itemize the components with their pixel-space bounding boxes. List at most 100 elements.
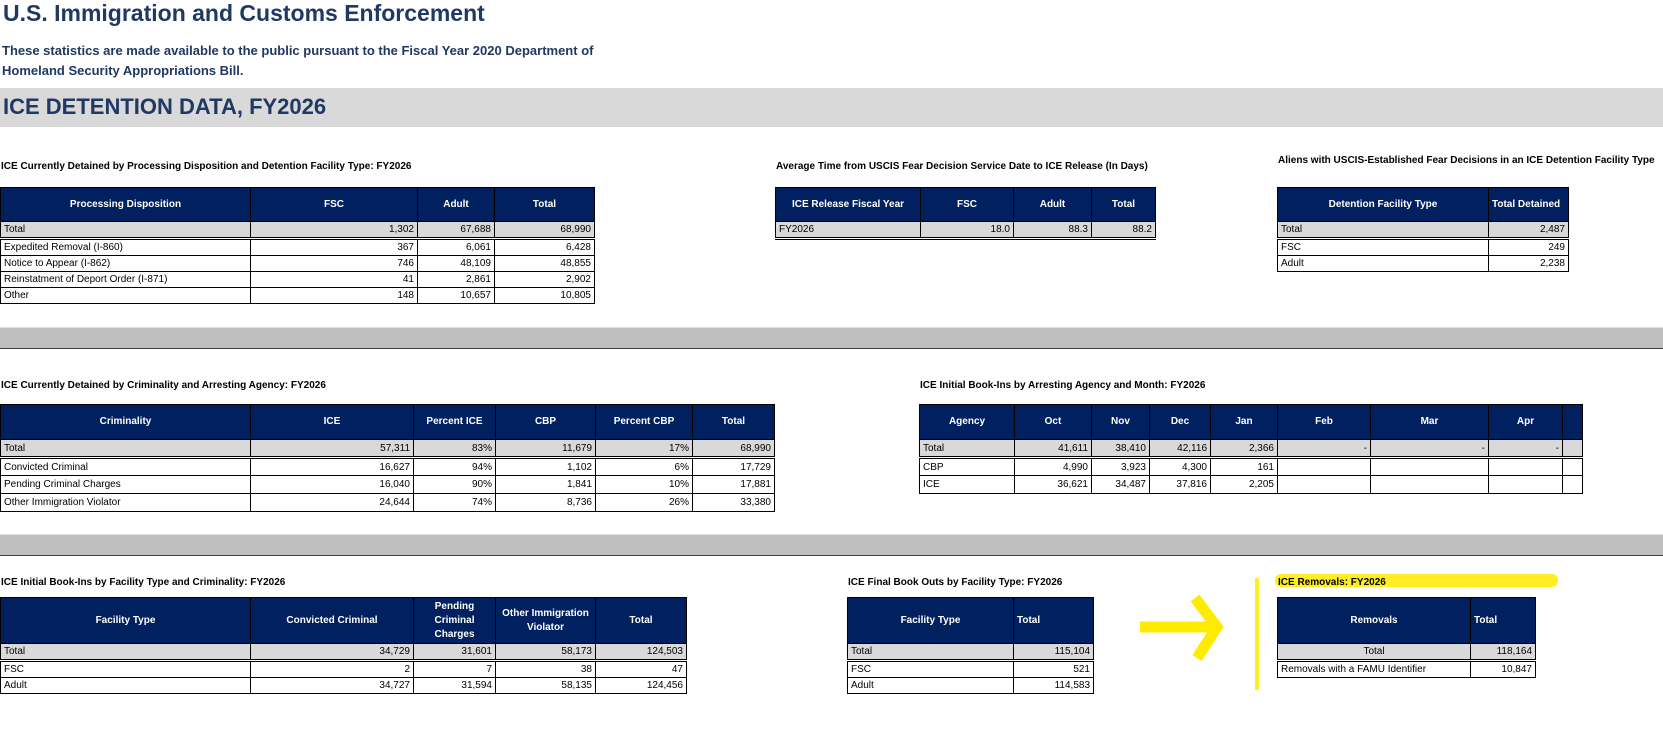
cell-value[interactable] [1277, 475, 1371, 494]
cell-value[interactable] [1562, 439, 1583, 459]
cell-value[interactable] [1562, 457, 1583, 476]
cell-value[interactable]: 124,503 [595, 643, 687, 662]
cell-value[interactable]: 6,061 [417, 238, 495, 256]
row-label[interactable]: FSC [1277, 238, 1489, 256]
cell-value[interactable]: 1,302 [250, 221, 418, 240]
cell-value[interactable] [1370, 475, 1489, 494]
row-label[interactable]: Total [919, 439, 1015, 459]
cell-value[interactable]: 2,861 [417, 271, 495, 288]
cell-value[interactable]: 42,116 [1149, 439, 1211, 459]
cell-value[interactable]: 37,816 [1149, 475, 1211, 494]
row-label[interactable]: Other [0, 287, 251, 304]
cell-value[interactable]: 36,621 [1014, 475, 1092, 494]
row-label[interactable]: Expedited Removal (I-860) [0, 238, 251, 256]
row-label[interactable]: Adult [0, 677, 251, 694]
row-label[interactable]: Convicted Criminal [0, 457, 251, 476]
cell-value[interactable]: 7 [413, 660, 496, 678]
cell-value[interactable]: 38,410 [1091, 439, 1150, 459]
cell-value[interactable]: 8,736 [495, 493, 596, 512]
cell-value[interactable] [1488, 457, 1563, 476]
cell-value[interactable]: 10,805 [494, 287, 595, 304]
cell-value[interactable]: 47 [595, 660, 687, 678]
cell-value[interactable]: 31,594 [413, 677, 496, 694]
cell-value[interactable] [1277, 457, 1371, 476]
cell-value[interactable]: 6% [595, 457, 693, 476]
cell-value[interactable]: 83% [413, 439, 496, 459]
cell-value[interactable]: - [1488, 439, 1563, 459]
row-label[interactable]: Adult [1277, 255, 1489, 272]
cell-value[interactable]: 10% [595, 475, 693, 494]
cell-value[interactable]: 4,300 [1149, 457, 1211, 476]
cell-value[interactable]: 58,173 [495, 643, 596, 662]
row-label[interactable]: Reinstatment of Deport Order (I-871) [0, 271, 251, 288]
row-label[interactable]: Total [1277, 221, 1489, 240]
cell-value[interactable] [1370, 457, 1489, 476]
row-label[interactable]: Pending Criminal Charges [0, 475, 251, 494]
row-label[interactable]: Total [0, 439, 251, 459]
cell-value[interactable]: 1,102 [495, 457, 596, 476]
cell-value[interactable]: 48,855 [494, 255, 595, 272]
row-label[interactable]: Removals with a FAMU Identifier [1277, 660, 1471, 678]
cell-value[interactable]: 11,679 [495, 439, 596, 459]
cell-value[interactable] [1562, 475, 1583, 494]
cell-value[interactable]: 33,380 [692, 493, 775, 512]
cell-value[interactable]: 41,611 [1014, 439, 1092, 459]
cell-value[interactable]: 2,205 [1210, 475, 1278, 494]
row-label[interactable]: FY2026 [775, 221, 921, 240]
row-label[interactable]: CBP [919, 457, 1015, 476]
row-label[interactable]: Other Immigration Violator [0, 493, 251, 512]
cell-value[interactable]: 94% [413, 457, 496, 476]
cell-value[interactable]: 17,881 [692, 475, 775, 494]
cell-value[interactable]: 38 [495, 660, 596, 678]
row-label[interactable]: Total [847, 643, 1014, 662]
cell-value[interactable]: 41 [250, 271, 418, 288]
row-label[interactable]: Total [0, 221, 251, 240]
cell-value[interactable]: 68,990 [692, 439, 775, 459]
cell-value[interactable]: 31,601 [413, 643, 496, 662]
cell-value[interactable]: 48,109 [417, 255, 495, 272]
cell-value[interactable]: 124,456 [595, 677, 687, 694]
row-label[interactable]: FSC [0, 660, 251, 678]
cell-value[interactable]: 26% [595, 493, 693, 512]
cell-value[interactable]: 24,644 [250, 493, 414, 512]
cell-value[interactable]: 17% [595, 439, 693, 459]
cell-value[interactable]: 2,238 [1488, 255, 1569, 272]
cell-value[interactable]: 34,727 [250, 677, 414, 694]
cell-value[interactable]: 74% [413, 493, 496, 512]
row-label[interactable]: FSC [847, 660, 1014, 678]
cell-value[interactable]: - [1370, 439, 1489, 459]
cell-value[interactable]: 148 [250, 287, 418, 304]
cell-value[interactable]: 67,688 [417, 221, 495, 240]
cell-value[interactable]: 746 [250, 255, 418, 272]
cell-value[interactable]: 249 [1488, 238, 1569, 256]
row-label[interactable]: Total [0, 643, 251, 662]
cell-value[interactable]: 88.2 [1091, 221, 1156, 240]
cell-value[interactable] [1488, 475, 1563, 494]
cell-value[interactable]: 17,729 [692, 457, 775, 476]
cell-value[interactable]: 2,366 [1210, 439, 1278, 459]
row-label[interactable]: ICE [919, 475, 1015, 494]
cell-value[interactable]: 4,990 [1014, 457, 1092, 476]
cell-value[interactable]: 57,311 [250, 439, 414, 459]
cell-value[interactable]: 114,583 [1013, 677, 1094, 694]
cell-value[interactable]: 34,729 [250, 643, 414, 662]
cell-value[interactable]: 58,135 [495, 677, 596, 694]
cell-value[interactable]: 2,487 [1488, 221, 1569, 240]
cell-value[interactable]: 16,627 [250, 457, 414, 476]
cell-value[interactable]: - [1277, 439, 1371, 459]
cell-value[interactable]: 68,990 [494, 221, 595, 240]
cell-value[interactable]: 3,923 [1091, 457, 1150, 476]
cell-value[interactable]: 367 [250, 238, 418, 256]
cell-value[interactable]: 1,841 [495, 475, 596, 494]
cell-value[interactable]: 2 [250, 660, 414, 678]
cell-value[interactable]: 161 [1210, 457, 1278, 476]
cell-value[interactable]: 10,847 [1470, 660, 1536, 678]
cell-value[interactable]: 115,104 [1013, 643, 1094, 662]
cell-value[interactable]: 118,164 [1470, 643, 1536, 662]
cell-value[interactable]: 2,902 [494, 271, 595, 288]
cell-value[interactable]: 521 [1013, 660, 1094, 678]
cell-value[interactable]: 18.0 [920, 221, 1014, 240]
row-label[interactable]: Adult [847, 677, 1014, 694]
row-label[interactable]: Notice to Appear (I-862) [0, 255, 251, 272]
cell-value[interactable]: 16,040 [250, 475, 414, 494]
